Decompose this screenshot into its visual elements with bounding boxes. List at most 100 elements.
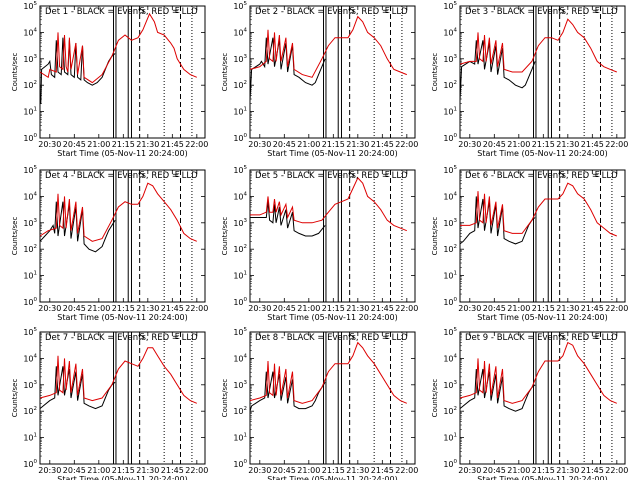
panel-4-y-tick-exponent: 0 [34,297,38,303]
panel-9-y-tick-label: 100 [443,459,457,469]
panel-7-series-lld-line [39,347,197,404]
panel-6-y-axis-label: Counts/sec [431,217,439,256]
panel-4-y-tick-exponent: 5 [34,165,38,171]
panel-9-y-tick-exponent: 1 [454,433,458,439]
panel-2-y-tick-exponent: 5 [244,1,248,7]
panel-3-y-tick-exponent: 3 [454,54,458,60]
panel-9-x-tick-label: 21:15 [532,466,555,475]
panel-3-start-flag-label: S [560,6,565,15]
panel-3-x-tick-label: 20:45 [483,140,506,149]
panel-1-x-tick-label: 21:00 [87,140,110,149]
panel-2-x-tick-label: 21:00 [297,140,320,149]
panel-4-series-lld-line [39,182,197,242]
panel-8-y-tick-label: 102 [233,406,247,416]
panel-5-y-tick-exponent: 3 [244,218,248,224]
panel-8-y-tick-label: 100 [233,459,247,469]
panel-1-title: Det 1 - BLACK = Events, RED = LLD [45,7,198,17]
panel-2-y-tick-exponent: 3 [244,54,248,60]
panel-2-y-tick-label: 103 [233,54,247,64]
panel-3-y-tick-exponent: 0 [454,133,458,139]
panel-7-end-flag-label: E [175,332,180,341]
panel-1-x-tick-label: 21:15 [112,140,135,149]
panel-7-y-tick-label: 104 [23,353,37,363]
panel-9-y-tick-exponent: 4 [454,353,458,359]
panel-1-y-tick-label: 104 [23,27,37,37]
panel-6-y-tick-label: 104 [443,191,457,201]
panel-8-series-lld-line [249,341,407,404]
panel-1-start-flag-label: S [140,6,145,15]
panel-8-x-tick-label: 21:15 [322,466,345,475]
panel-1-x-tick-label: 21:45 [161,140,184,149]
panel-1-y-tick-exponent: 4 [34,27,38,33]
panel-3-x-tick-label: 22:00 [605,140,628,149]
panel-5-y-tick-label: 104 [233,191,247,201]
panel-9-y-tick-label: 101 [443,433,457,443]
panel-1-y-tick-exponent: 5 [34,1,38,7]
panel-1-y-tick-exponent: 0 [34,133,38,139]
panel-4-x-tick-label: 20:45 [63,304,86,313]
panel-8-y-tick-label: 105 [233,327,247,337]
panel-2-y-tick-exponent: 1 [244,107,248,113]
panel-7-y-tick-label: 101 [23,433,37,443]
panel-9-y-tick-exponent: 5 [454,327,458,333]
panel-1-y-tick-label: 102 [23,80,37,90]
panel-1-y-tick-label: 100 [23,133,37,143]
panel-1-y-tick-label: 103 [23,54,37,64]
panel-8-x-tick-label: 21:00 [297,466,320,475]
panel-5-x-tick-label: 20:45 [273,304,296,313]
panel-7-x-tick-label: 22:00 [185,466,208,475]
panel-8-y-tick-exponent: 0 [244,459,248,465]
panel-6-y-tick-exponent: 5 [454,165,458,171]
panel-3-y-tick-label: 100 [443,133,457,143]
panel-9-x-tick-label: 21:30 [556,466,579,475]
panel-3-x-tick-label: 21:30 [556,140,579,149]
panel-1-y-tick-exponent: 3 [34,54,38,60]
panel-5-y-tick-exponent: 2 [244,244,248,250]
panel-6-end-flag-label: E [595,170,600,179]
panel-7-y-axis-label: Counts/sec [11,379,19,418]
panel-5-start-flag-label: S [350,170,355,179]
panel-2-y-tick-label: 102 [233,80,247,90]
panel-2-y-tick-exponent: 0 [244,133,248,139]
panel-6-y-tick-label: 101 [443,271,457,281]
panel-3-y-tick-label: 104 [443,27,457,37]
panel-5-end-flag-label: E [385,170,390,179]
panel-6-x-tick-label: 21:00 [507,304,530,313]
panel-2-y-tick-label: 105 [233,1,247,11]
panel-9-y-tick-exponent: 2 [454,406,458,412]
panel-8-plot-frame [249,331,416,465]
panel-4-y-axis-label: Counts/sec [11,217,19,256]
panel-9-x-tick-label: 21:00 [507,466,530,475]
panel-4-title: Det 4 - BLACK = Events, RED = LLD [45,171,198,181]
panel-6-y-tick-exponent: 4 [454,191,458,197]
panel-4-series-events-line [39,201,116,253]
panel-2-title: Det 2 - BLACK = Events, RED = LLD [255,7,408,17]
panel-3-y-tick-exponent: 2 [454,80,458,86]
panel-4-y-tick-label: 103 [23,218,37,228]
panel-9-y-tick-exponent: 3 [454,380,458,386]
panel-8-y-tick-exponent: 2 [244,406,248,412]
panel-3-y-tick-exponent: 5 [454,1,458,7]
panel-5-y-tick-label: 103 [233,218,247,228]
panel-7-x-tick-label: 20:30 [38,466,61,475]
panel-5-y-tick-label: 105 [233,165,247,175]
panel-2-plot-frame [249,5,416,139]
panel-4-x-axis-label: Start Time (05-Nov-11 20:24:00) [57,313,187,322]
panel-5-plot-frame [249,169,416,303]
panel-9-y-axis-label: Counts/sec [431,379,439,418]
panel-7-y-tick-exponent: 0 [34,459,38,465]
panel-7-x-tick-label: 21:15 [112,466,135,475]
panel-7-y-tick-label: 105 [23,327,37,337]
panel-2-x-tick-label: 21:30 [346,140,369,149]
panel-4-y-tick-label: 104 [23,191,37,201]
panel-5-x-tick-label: 21:15 [322,304,345,313]
panel-4-x-tick-label: 21:45 [161,304,184,313]
panel-6-y-tick-exponent: 2 [454,244,458,250]
panel-6-y-tick-label: 100 [443,297,457,307]
panel-1-y-tick-exponent: 1 [34,107,38,113]
panel-2-series-lld-line [249,15,407,78]
panel-5-title: Det 5 - BLACK = Events, RED = LLD [255,171,408,181]
panel-3-y-tick-exponent: 1 [454,107,458,113]
panel-5-y-axis-label: Counts/sec [221,217,229,256]
